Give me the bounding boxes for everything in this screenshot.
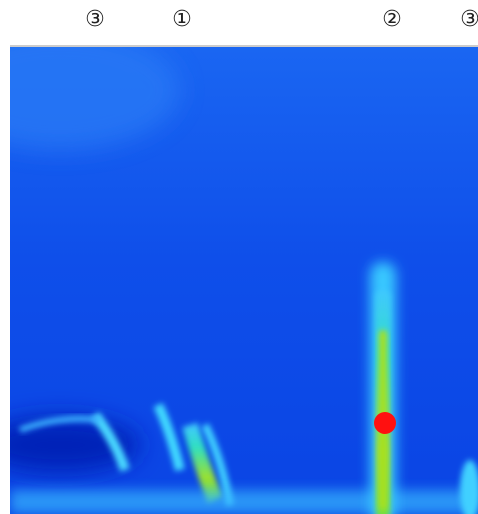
screenshot: ③ ① ② ③ [0,0,478,514]
marker-dot [374,412,396,434]
bottom-band [10,490,478,514]
heatmap [0,30,478,514]
label: ② [382,7,402,32]
label: ① [172,7,192,32]
heatmap-view: ③ ① ② ③ [0,0,478,514]
label: ③ [460,7,478,32]
label: ③ [85,7,105,32]
